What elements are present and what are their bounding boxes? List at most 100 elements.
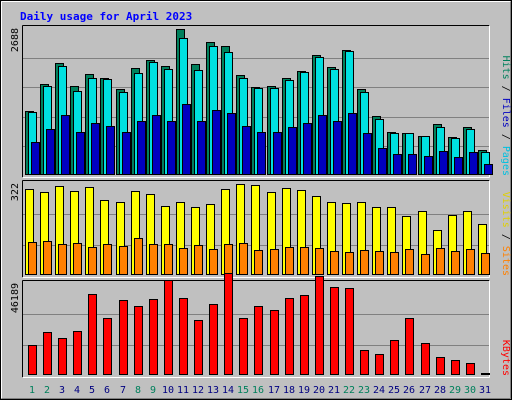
bar-pages-day-3: [61, 115, 70, 175]
bar-sites-day-26: [405, 249, 414, 275]
bar-pages-day-30: [469, 152, 478, 175]
bar-sites-day-29: [451, 251, 460, 275]
legend-kbytes: KBytes: [500, 340, 511, 376]
bar-pages-day-4: [76, 132, 85, 175]
bar-sites-day-30: [466, 249, 475, 275]
bar-pages-day-21: [333, 121, 342, 175]
bar-pages-day-8: [137, 121, 146, 175]
bar-sites-day-20: [315, 248, 324, 275]
x-axis-labels: 1 2 3 4 5 6 7 8 9 10 11 12 13 14 15 16 17 18 19 20 21 22 23 24 2…: [29, 385, 491, 396]
series-pages: [31, 104, 493, 175]
legend-separator: /: [500, 228, 511, 246]
legend-item-kbytes: KBytes: [500, 340, 511, 376]
bar-pages-day-20: [318, 115, 327, 175]
x-tick-day-24: 24: [373, 385, 385, 396]
bar-pages-day-9: [152, 115, 161, 175]
bar-pages-day-6: [106, 126, 115, 175]
bar-kbytes-day-10: [164, 280, 173, 375]
bar-kbytes-day-28: [436, 357, 445, 375]
bar-sites-day-8: [134, 238, 143, 275]
bar-kbytes-day-7: [119, 300, 128, 375]
bar-kbytes-day-27: [421, 343, 430, 375]
x-tick-day-14: 14: [222, 385, 234, 396]
x-tick-day-10: 10: [162, 385, 174, 396]
legend-visits: Visits / Sites: [500, 192, 511, 276]
bar-sites-day-28: [436, 248, 445, 275]
bar-sites-day-22: [345, 252, 354, 275]
bar-sites-day-10: [164, 244, 173, 275]
bar-sites-day-17: [270, 249, 279, 275]
bar-pages-day-15: [242, 126, 251, 175]
panel-visits: 322 Visits / Sites: [10, 180, 511, 278]
x-tick-day-7: 7: [120, 385, 126, 396]
bar-pages-day-1: [31, 142, 40, 175]
bar-pages-day-12: [197, 121, 206, 175]
panel-kbytes: 46189 KBytes: [10, 273, 511, 378]
bar-kbytes-day-23: [360, 350, 369, 375]
x-tick-day-22: 22: [343, 385, 355, 396]
bar-sites-day-15: [239, 243, 248, 275]
x-tick-day-9: 9: [150, 385, 156, 396]
bar-pages-day-25: [393, 154, 402, 175]
x-tick-day-23: 23: [358, 385, 370, 396]
x-tick-day-31: 31: [479, 385, 491, 396]
bar-kbytes-day-13: [209, 304, 218, 375]
bar-sites-day-23: [360, 250, 369, 275]
bar-kbytes-day-22: [345, 288, 354, 375]
bar-pages-day-10: [167, 121, 176, 175]
x-tick-day-6: 6: [104, 385, 110, 396]
bar-kbytes-day-9: [149, 299, 158, 375]
x-tick-day-27: 27: [419, 385, 431, 396]
legend-item-files: Files: [500, 98, 511, 128]
bar-sites-day-4: [73, 243, 82, 275]
bar-pages-day-13: [212, 110, 221, 175]
series-visits: [25, 184, 487, 275]
x-tick-day-29: 29: [449, 385, 461, 396]
legend-item-pages: Pages: [500, 146, 511, 176]
x-tick-day-25: 25: [388, 385, 400, 396]
x-tick-day-16: 16: [252, 385, 264, 396]
bar-kbytes-day-11: [179, 298, 188, 375]
bar-kbytes-day-17: [270, 310, 279, 375]
bar-sites-day-9: [149, 244, 158, 275]
x-tick-day-30: 30: [464, 385, 476, 396]
bar-sites-day-14: [224, 244, 233, 275]
bar-pages-day-19: [303, 123, 312, 175]
bar-kbytes-day-20: [315, 276, 324, 375]
x-tick-day-15: 15: [237, 385, 249, 396]
series-kbytes: [28, 273, 490, 375]
bar-pages-day-11: [182, 104, 191, 175]
bar-pages-day-7: [122, 132, 131, 175]
chart-panels: 2688 Hits / Files / Pages 322 Visits / Site…: [10, 25, 511, 378]
legend-separator: /: [500, 128, 511, 146]
x-tick-day-21: 21: [328, 385, 340, 396]
bar-kbytes-day-15: [239, 318, 248, 375]
bar-kbytes-day-12: [194, 320, 203, 375]
x-tick-day-8: 8: [135, 385, 141, 396]
bar-sites-day-25: [390, 252, 399, 275]
bar-sites-day-6: [103, 244, 112, 275]
chart-title: Daily usage for April 2023: [20, 10, 192, 23]
bar-pages-day-18: [288, 127, 297, 175]
x-tick-day-4: 4: [74, 385, 80, 396]
legend-separator: /: [500, 80, 511, 98]
bar-pages-day-16: [257, 132, 266, 175]
series-sites: [28, 238, 490, 275]
x-tick-day-11: 11: [177, 385, 189, 396]
panel-hits: 2688 Hits / Files / Pages: [10, 25, 511, 178]
bar-kbytes-day-4: [73, 331, 82, 375]
bar-kbytes-day-31: [481, 373, 490, 375]
bar-kbytes-day-30: [466, 363, 475, 375]
bar-kbytes-day-16: [254, 306, 263, 375]
bar-sites-day-21: [330, 251, 339, 275]
bar-pages-day-17: [273, 132, 282, 175]
ymax-label-visits: 322: [10, 183, 21, 201]
x-tick-day-28: 28: [434, 385, 446, 396]
legend-hits: Hits / Files / Pages: [500, 56, 511, 176]
bar-sites-day-3: [58, 244, 67, 275]
bar-kbytes-day-24: [375, 354, 384, 375]
ymax-label-kbytes: 46189: [10, 283, 21, 313]
bar-kbytes-day-1: [28, 345, 37, 375]
bar-sites-day-2: [43, 241, 52, 275]
bar-pages-day-26: [408, 154, 417, 175]
